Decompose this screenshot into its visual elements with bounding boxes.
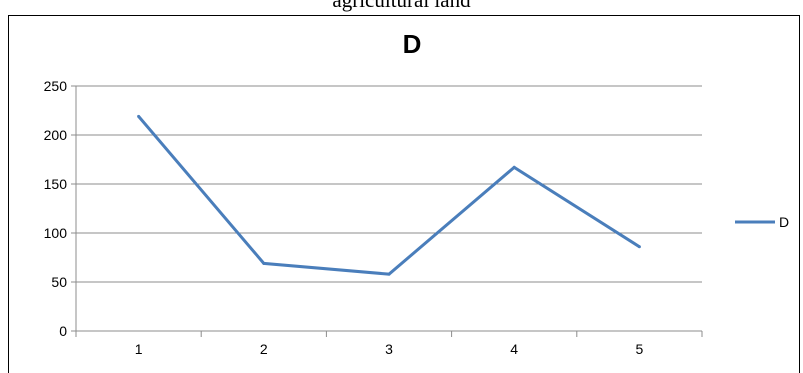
series-group (137, 114, 641, 276)
y-axis-ticks: 0 50 100 150 200 250 (44, 78, 76, 339)
data-point (387, 272, 391, 276)
y-tick-label: 200 (44, 127, 68, 143)
y-tick-label: 50 (51, 274, 67, 290)
x-tick-label: 2 (260, 341, 268, 357)
x-axis-ticks: 1 2 3 4 5 (75, 331, 703, 357)
gridlines (76, 85, 702, 283)
data-point (262, 261, 266, 265)
axes (75, 86, 702, 332)
y-tick-label: 250 (44, 78, 68, 94)
legend-label: D (779, 214, 789, 230)
x-tick-label: 3 (385, 341, 393, 357)
y-tick-label: 100 (44, 225, 68, 241)
legend: D (735, 214, 789, 230)
x-tick-label: 4 (510, 341, 518, 357)
series-line (137, 115, 641, 276)
chart-title: D (403, 29, 422, 59)
y-tick-label: 0 (59, 323, 67, 339)
data-point (137, 114, 141, 118)
data-point (637, 245, 641, 249)
chart-frame (8, 15, 800, 373)
data-point (512, 165, 516, 169)
x-tick-label: 5 (636, 341, 644, 357)
y-tick-label: 150 (44, 176, 68, 192)
page-caption: agricultural land (332, 0, 471, 12)
x-tick-label: 1 (135, 341, 143, 357)
